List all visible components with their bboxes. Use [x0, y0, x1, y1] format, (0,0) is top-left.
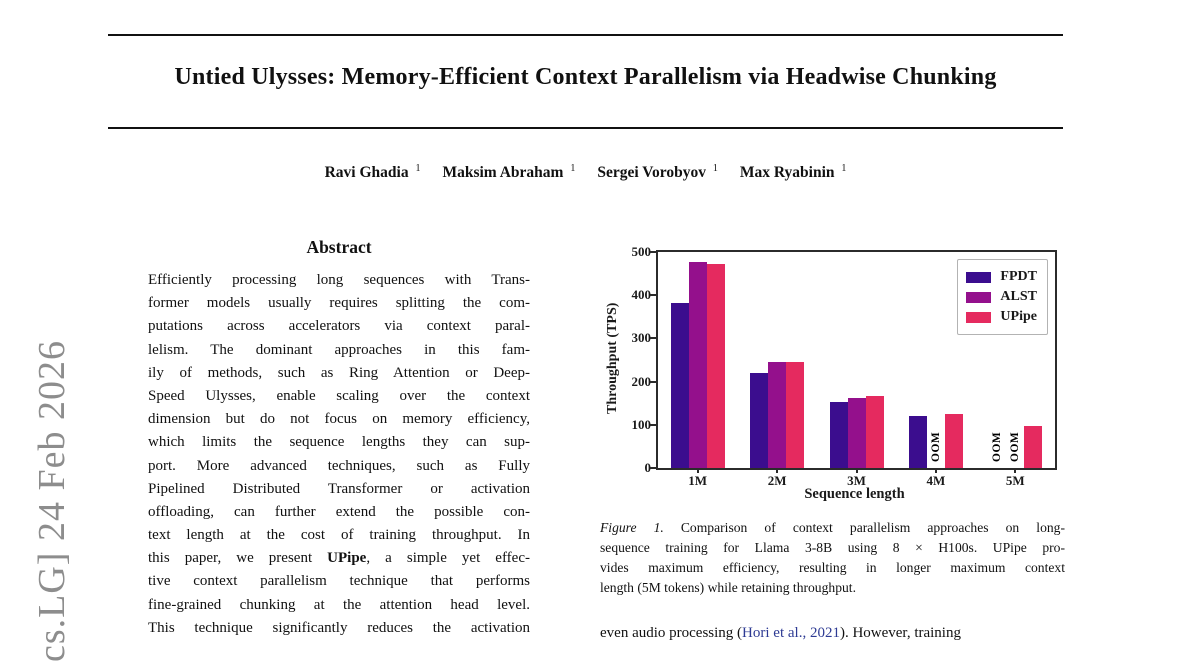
abstract-line: text length at the cost of training thro…: [148, 527, 530, 544]
abstract-line: this paper, we present UPipe, a simple y…: [148, 550, 530, 567]
y-tick-mark: [650, 251, 658, 253]
body-text-line: even audio processing (Hori et al., 2021…: [600, 622, 1065, 645]
author-list: Ravi Ghadia 1 Maksim Abraham 1 Sergei Voro…: [108, 163, 1063, 182]
body-text: even audio processing (: [600, 625, 743, 641]
x-tick-mark: [1014, 468, 1017, 473]
body-text: ). However, training: [839, 625, 961, 641]
figure-1-chart: Throughput (TPS) 0 100 200 300 400 500 1M 2M 3M 4…: [600, 238, 1065, 506]
affiliation-mark: 1: [415, 163, 421, 174]
x-tick-label: 4M: [926, 473, 946, 488]
legend-swatch-alst: [966, 291, 992, 303]
caption-line: Figure 1. Comparison of context parallel…: [600, 520, 1065, 535]
x-tick-mark: [855, 468, 858, 473]
bar-upipe-2m: [786, 361, 805, 468]
caption-line: length (5M tokens) while retaining throu…: [600, 580, 856, 595]
bar-upipe-3m: [865, 396, 884, 468]
legend-label-fpdt: FPDT: [1000, 269, 1037, 284]
abstract-line: which limits the sequence lengths they c…: [148, 434, 530, 451]
abstract-line: ily of methods, such as Ring Attention o…: [148, 364, 530, 381]
abstract-line: Pipelined Distributed Transformer or act…: [148, 480, 530, 497]
y-tick-mark: [650, 423, 658, 426]
y-tick-mark: [650, 337, 658, 340]
abstract-body: Efficiently processing long sequences wi…: [148, 269, 530, 640]
abstract-line: Efficiently processing long sequences wi…: [148, 272, 530, 288]
abstract-line: putations across accelerators via contex…: [148, 318, 530, 335]
chart-plot-area: 0 100 200 300 400 500 1M 2M 3M 4M OOM 5M OOM OOM FPDT A…: [632, 244, 1057, 488]
y-axis-label: Throughput (TPS): [605, 302, 620, 414]
bar-fpdt-2m: [750, 372, 769, 468]
affiliation-mark: 1: [712, 163, 718, 174]
arxiv-watermark: cs.LG] 24 Feb 2026: [31, 340, 73, 662]
paper-page: cs.LG] 24 Feb 2026 Untied Ulysses: Memor…: [31, 34, 1065, 662]
y-tick-label: 500: [631, 244, 652, 259]
y-tick-mark: [650, 380, 658, 383]
author-name: Maksim Abraham 1: [442, 163, 576, 182]
caption-line: vides maximum efficiency, resulting in l…: [600, 560, 1065, 575]
affiliation-mark: 1: [841, 163, 847, 174]
y-tick-label: 400: [631, 287, 652, 303]
bar-fpdt-3m: [829, 401, 848, 468]
title-rule: [108, 127, 1063, 129]
top-rule: [108, 34, 1063, 36]
x-tick-mark: [696, 468, 699, 473]
page-title: Untied Ulysses: Memory-Efficient Context…: [174, 64, 997, 90]
abstract-line: This technique significantly reduces the…: [148, 619, 530, 636]
y-tick-label: 100: [631, 416, 652, 432]
bar-upipe-5m: [1024, 425, 1043, 468]
abstract-line: former models usually requires splitting…: [148, 295, 530, 312]
bar-alst-1m: [688, 262, 707, 468]
x-axis-label: Sequence length: [804, 486, 905, 502]
bar-upipe-1m: [706, 264, 725, 468]
abstract-line: Speed Ulysses, enable scaling over the c…: [148, 387, 530, 404]
author-name: Ravi Ghadia 1: [324, 163, 421, 182]
affiliation-mark: 1: [570, 163, 576, 174]
legend-swatch-fpdt: [966, 271, 992, 283]
y-tick-label: 200: [631, 373, 652, 389]
bar-alst-2m: [768, 361, 787, 468]
x-tick-mark: [934, 468, 937, 473]
oom-label-fpdt-5m: OOM: [991, 431, 1004, 462]
bar-fpdt-4m: [908, 416, 927, 468]
legend-row-upipe: UPipe: [966, 309, 1037, 325]
abstract-line: port. More advanced techniques, such as …: [148, 457, 530, 474]
x-tick-label: 5M: [1005, 473, 1025, 488]
chart-legend: FPDT ALST UPipe: [957, 259, 1048, 335]
author-name: Sergei Vorobyov 1: [597, 163, 718, 182]
x-tick-label: 1M: [688, 473, 708, 488]
abstract-line: fine-grained chunking at the attention h…: [148, 596, 530, 613]
y-tick-mark: [650, 294, 658, 297]
y-tick-label: 0: [644, 460, 652, 475]
abstract-line: tive context parallelism technique that …: [148, 573, 530, 590]
legend-row-fpdt: FPDT: [966, 269, 1037, 285]
legend-label-upipe: UPipe: [1000, 309, 1037, 324]
author-name: Max Ryabinin 1: [739, 163, 847, 182]
legend-label-alst: ALST: [1000, 289, 1037, 304]
citation-link[interactable]: Hori et al., 2021: [742, 625, 840, 641]
abstract-line: offloading, can further extend the possi…: [148, 503, 530, 520]
figure-caption: Figure 1. Comparison of context parallel…: [600, 518, 1065, 598]
oom-label-alst-4m: OOM: [929, 431, 942, 462]
x-tick-mark: [776, 468, 779, 473]
bar-fpdt-1m: [670, 302, 689, 468]
y-tick-label: 300: [631, 330, 652, 346]
abstract-line: dimension but do not focus on memory eff…: [148, 411, 530, 428]
bar-alst-3m: [847, 398, 866, 468]
abstract-heading: Abstract: [306, 237, 372, 257]
legend-swatch-upipe: [966, 311, 992, 323]
caption-line: sequence training for Llama 3-8B using 8…: [600, 540, 1065, 555]
legend-row-alst: ALST: [966, 289, 1037, 305]
abstract-line: lelism. The dominant approaches in this …: [148, 341, 530, 358]
x-tick-label: 3M: [847, 473, 866, 488]
oom-label-alst-5m: OOM: [1009, 431, 1022, 462]
x-tick-label: 2M: [767, 473, 787, 488]
bar-upipe-4m: [944, 413, 963, 468]
y-tick-mark: [650, 467, 658, 469]
